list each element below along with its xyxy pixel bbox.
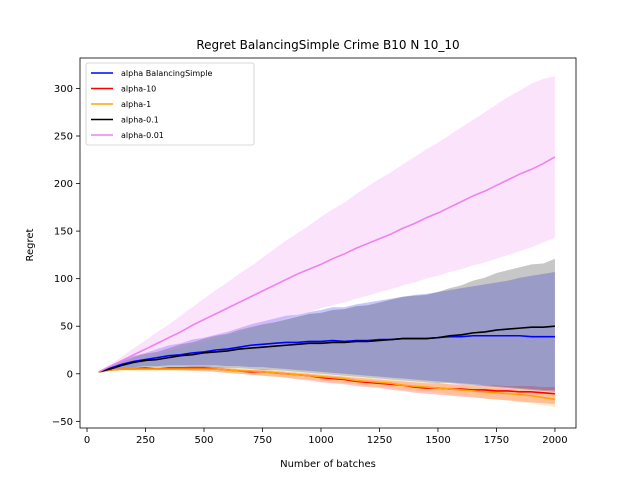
legend-label: alpha-0.01 <box>121 131 164 140</box>
y-tick-label: −50 <box>52 417 73 428</box>
legend-label: alpha BalancingSimple <box>121 69 212 78</box>
series-lines <box>98 156 556 401</box>
confidence-bands <box>98 76 555 408</box>
band-2 <box>98 367 555 408</box>
band-1 <box>98 366 555 405</box>
x-tick-label: 250 <box>136 435 155 446</box>
series-line-1 <box>98 367 556 395</box>
y-axis-ticks: −50 0 50 100 150 200 250 300 <box>52 84 80 428</box>
y-axis-label: Regret <box>25 228 36 261</box>
band-4 <box>98 76 555 372</box>
band-0 <box>98 272 555 390</box>
y-tick-label: 100 <box>54 274 73 285</box>
x-axis-label: Number of batches <box>280 459 376 470</box>
legend: alpha BalancingSimple alpha-10 alpha-1 alph… <box>85 62 255 146</box>
series-line-2 <box>98 368 556 401</box>
legend-label: alpha-1 <box>121 100 151 109</box>
x-tick-label: 750 <box>253 435 272 446</box>
x-tick-label: 0 <box>84 435 90 446</box>
x-tick-label: 1250 <box>367 435 392 446</box>
y-tick-label: 150 <box>54 227 73 238</box>
series-line-3 <box>98 325 556 373</box>
x-axis-ticks: 0 250 500 750 1000 1250 1500 1750 2000 <box>84 428 568 446</box>
legend-label: alpha-10 <box>121 85 156 94</box>
series-line-0 <box>98 334 555 373</box>
legend-label: alpha-0.1 <box>121 116 159 125</box>
x-tick-label: 1000 <box>308 435 333 446</box>
y-tick-label: 250 <box>54 131 73 142</box>
x-tick-label: 1500 <box>425 435 450 446</box>
chart-title: Regret BalancingSimple Crime B10 N 10_10 <box>196 38 459 52</box>
x-tick-label: 1750 <box>484 435 509 446</box>
x-tick-label: 500 <box>194 435 213 446</box>
y-tick-label: 300 <box>54 84 73 95</box>
y-tick-label: 200 <box>54 179 73 190</box>
legend-box <box>85 62 255 146</box>
y-tick-label: 50 <box>60 322 73 333</box>
y-tick-label: 0 <box>67 369 73 380</box>
band-3 <box>98 258 555 392</box>
x-tick-label: 2000 <box>542 435 567 446</box>
series-line-4 <box>98 156 556 373</box>
plot-frame <box>79 57 577 429</box>
